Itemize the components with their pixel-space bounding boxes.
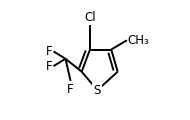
Text: F: F: [45, 45, 52, 58]
Text: F: F: [67, 83, 74, 96]
Text: S: S: [94, 84, 101, 97]
Text: F: F: [45, 60, 52, 73]
Text: Cl: Cl: [84, 11, 96, 24]
Text: CH₃: CH₃: [128, 34, 150, 47]
